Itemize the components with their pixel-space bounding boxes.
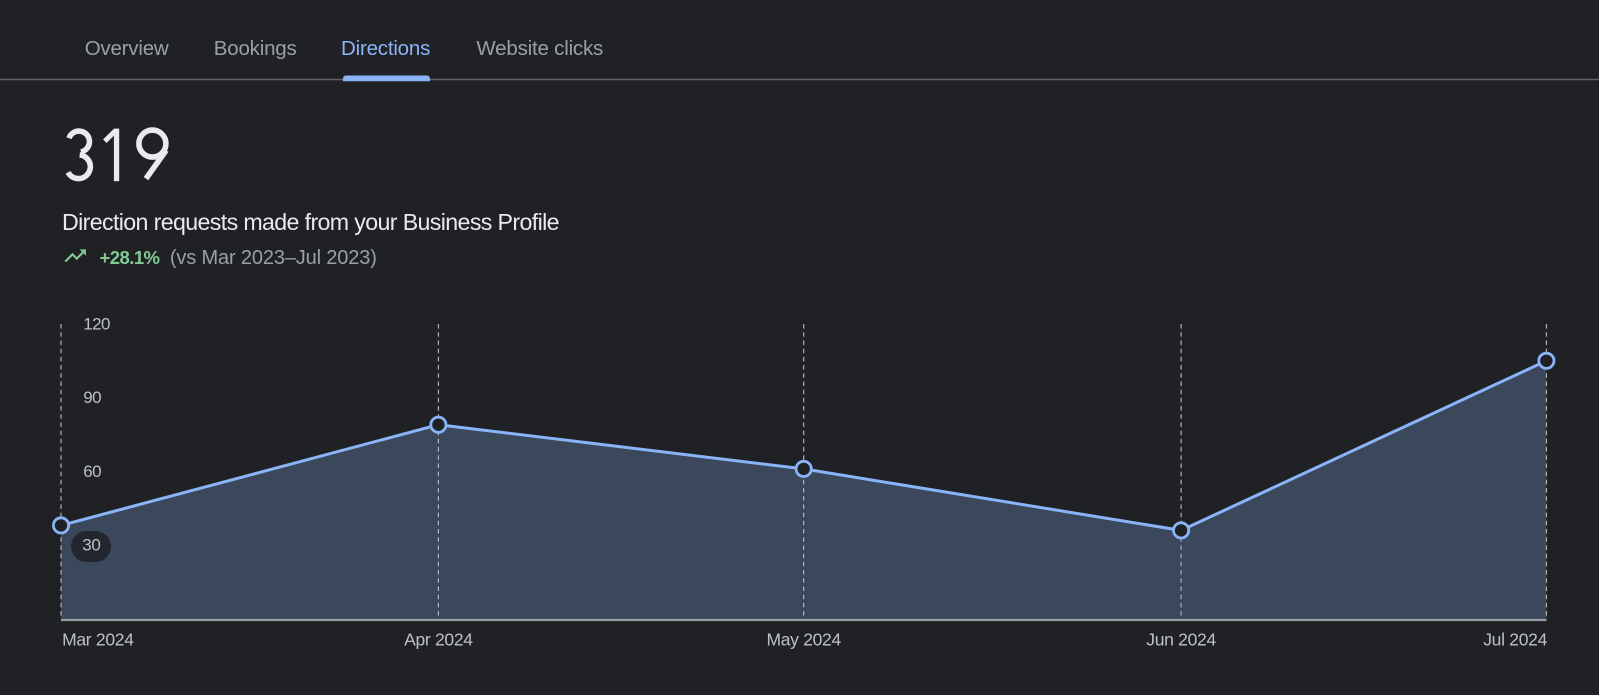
svg-text:Direction requests made from y: Direction requests made from your Busine… [62, 209, 559, 235]
svg-text:Jul 2024: Jul 2024 [1483, 629, 1547, 649]
svg-text:90: 90 [83, 388, 101, 407]
svg-text:60: 60 [83, 462, 101, 481]
svg-text:+28.1%: +28.1% [100, 247, 160, 268]
svg-text:Bookings: Bookings [214, 37, 297, 60]
svg-text:Apr 2024: Apr 2024 [404, 629, 473, 649]
svg-text:Directions: Directions [341, 37, 430, 60]
svg-text:Mar 2024: Mar 2024 [62, 629, 134, 649]
svg-text:120: 120 [83, 315, 110, 334]
svg-text:Jun 2024: Jun 2024 [1146, 629, 1216, 649]
svg-text:30: 30 [82, 536, 100, 555]
svg-text:(vs Mar 2023–Jul 2023): (vs Mar 2023–Jul 2023) [170, 247, 377, 269]
svg-text:May 2024: May 2024 [766, 629, 841, 649]
svg-text:Overview: Overview [85, 37, 169, 60]
svg-text:Website clicks: Website clicks [476, 37, 603, 60]
